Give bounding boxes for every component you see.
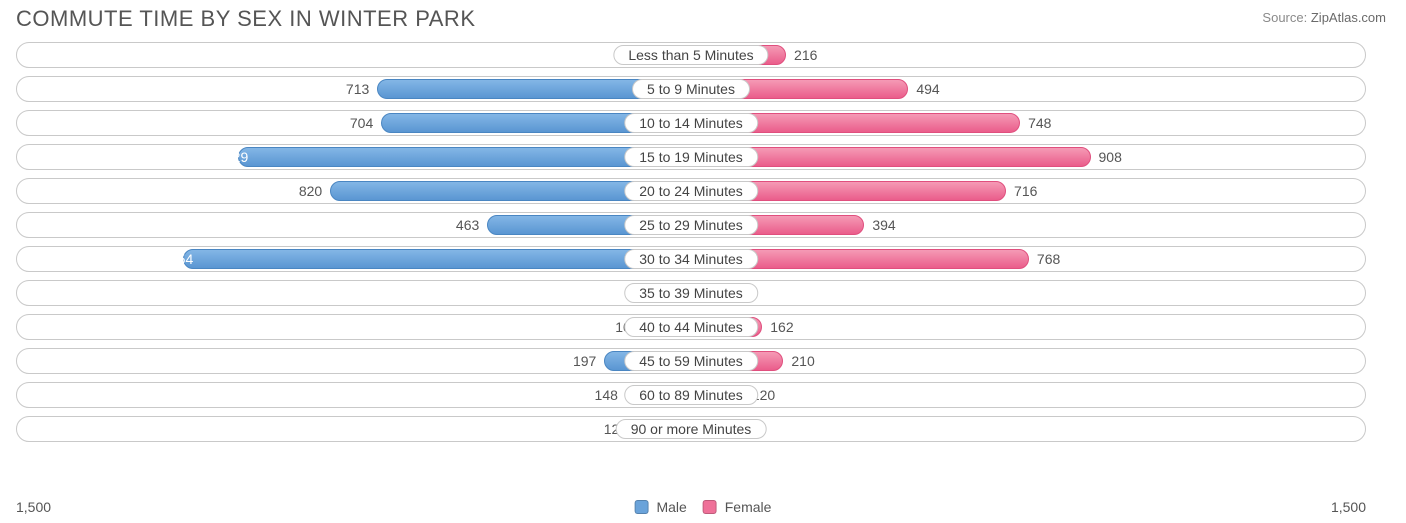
category-label: 5 to 9 Minutes [632, 79, 750, 99]
bar-row: 92216Less than 5 Minutes [16, 42, 1366, 68]
female-value-label: 748 [1028, 115, 1051, 131]
category-label: 25 to 29 Minutes [624, 215, 758, 235]
category-label: 35 to 39 Minutes [624, 283, 758, 303]
category-label: 15 to 19 Minutes [624, 147, 758, 167]
male-bar [238, 147, 691, 167]
female-value-label: 162 [770, 319, 793, 335]
male-bar [183, 249, 691, 269]
category-label: 60 to 89 Minutes [624, 385, 758, 405]
legend: Male Female [635, 499, 772, 515]
bar-row: 10116240 to 44 Minutes [16, 314, 1366, 340]
category-label: 40 to 44 Minutes [624, 317, 758, 337]
bar-row: 463 394 25 to 29 Minutes [16, 212, 1366, 238]
category-label: 10 to 14 Minutes [624, 113, 758, 133]
female-swatch-icon [703, 500, 717, 514]
bar-row: 704 748 10 to 14 Minutes [16, 110, 1366, 136]
bar-row: 818835 to 39 Minutes [16, 280, 1366, 306]
male-value-label: 463 [456, 217, 479, 233]
bar-row: 1276190 or more Minutes [16, 416, 1366, 442]
bar-row: 1,029 908 15 to 19 Minutes [16, 144, 1366, 170]
male-value-label: 1,154 [158, 251, 193, 267]
legend-female-label: Female [725, 499, 772, 515]
male-value-label: 148 [595, 387, 618, 403]
male-value-label: 704 [350, 115, 373, 131]
category-label: 20 to 24 Minutes [624, 181, 758, 201]
category-label: 45 to 59 Minutes [624, 351, 758, 371]
category-label: 30 to 34 Minutes [624, 249, 758, 269]
chart-footer: 1,500 Male Female 1,500 [0, 499, 1406, 523]
female-value-label: 768 [1037, 251, 1060, 267]
female-value-label: 908 [1099, 149, 1122, 165]
male-value-label: 713 [346, 81, 369, 97]
diverging-bar-chart: 92216Less than 5 Minutes7134945 to 9 Min… [0, 38, 1406, 499]
male-value-label: 197 [573, 353, 596, 369]
category-label: 90 or more Minutes [616, 419, 767, 439]
female-value-label: 394 [872, 217, 895, 233]
male-value-label: 820 [299, 183, 322, 199]
bar-row: 713 494 5 to 9 Minutes [16, 76, 1366, 102]
male-swatch-icon [635, 500, 649, 514]
chart-header: COMMUTE TIME BY SEX IN WINTER PARK Sourc… [0, 0, 1406, 38]
female-value-label: 210 [791, 353, 814, 369]
source-site: ZipAtlas.com [1311, 10, 1386, 25]
chart-title: COMMUTE TIME BY SEX IN WINTER PARK [16, 6, 476, 32]
bar-row: 820 716 20 to 24 Minutes [16, 178, 1366, 204]
category-label: Less than 5 Minutes [613, 45, 768, 65]
chart-source: Source: ZipAtlas.com [1262, 6, 1386, 25]
bar-row: 197 210 45 to 59 Minutes [16, 348, 1366, 374]
legend-item-female: Female [703, 499, 772, 515]
bar-row: 14812060 to 89 Minutes [16, 382, 1366, 408]
legend-male-label: Male [656, 499, 686, 515]
x-axis-left-label: 1,500 [16, 499, 51, 515]
x-axis-right-label: 1,500 [1331, 499, 1366, 515]
female-value-label: 716 [1014, 183, 1037, 199]
bar-row: 1,154 768 30 to 34 Minutes [16, 246, 1366, 272]
male-value-label: 1,029 [213, 149, 248, 165]
female-value-label: 494 [916, 81, 939, 97]
source-label: Source: [1262, 10, 1307, 25]
female-value-label: 216 [794, 47, 817, 63]
legend-item-male: Male [635, 499, 687, 515]
